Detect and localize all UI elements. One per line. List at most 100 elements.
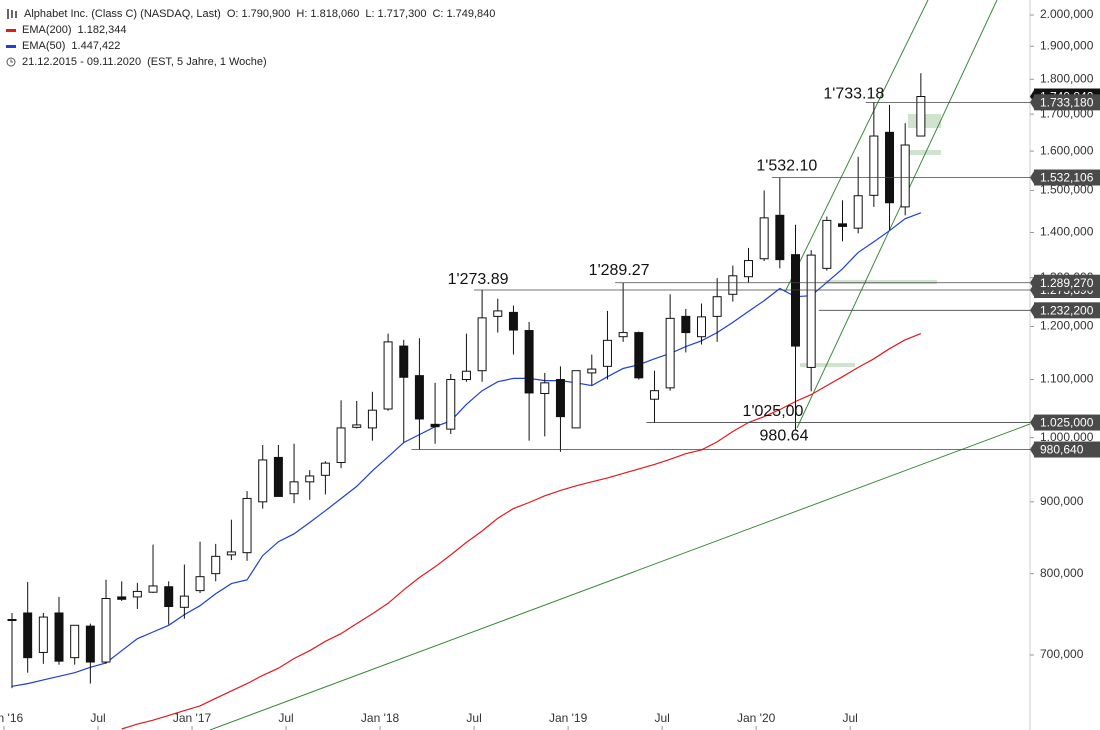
x-tick-label: Jul (278, 711, 293, 725)
zone (825, 280, 937, 284)
candle-body (148, 585, 158, 593)
level-tag-label: 1.733,180 (1040, 96, 1094, 110)
candle-body (712, 296, 722, 317)
candle-body (681, 315, 691, 334)
level-tag-box (1034, 302, 1100, 319)
candle-body (289, 481, 299, 495)
candle-body (759, 217, 769, 260)
candle-body (352, 424, 362, 428)
legend-ema200: EMA(200) 1.182,344 (6, 22, 495, 38)
candle-body (132, 590, 142, 598)
level-tag-label: 1.289,270 (1040, 276, 1094, 290)
clock-icon (6, 57, 16, 67)
candle-body (179, 595, 189, 608)
candle-icon (7, 9, 17, 19)
level-tag-arrow (1030, 94, 1035, 111)
level-tag-label: 980,640 (1040, 443, 1084, 457)
candle-body (383, 341, 393, 410)
candle-body (618, 332, 628, 338)
quote-value: 1.749,840 (446, 8, 496, 20)
level-tag-box (1034, 441, 1100, 458)
legend-swatch (6, 28, 16, 32)
legend-ema50: EMA(50) 1.447,422 (6, 38, 495, 54)
quote-values: O: 1.790,900 H: 1.818,060 L: 1.717,300 C: 1.749… (227, 6, 496, 22)
zone (908, 150, 941, 155)
candle-body (916, 96, 926, 137)
trend-line (796, 0, 998, 429)
candle-body (743, 260, 753, 278)
candle-body (728, 275, 738, 295)
candle-body (602, 339, 612, 367)
candle-body (493, 310, 503, 317)
quote-name: L: (365, 8, 375, 20)
x-tick-label: Jul (466, 711, 481, 725)
y-tick-label: 2.000,000 (1040, 7, 1094, 21)
candle-body (555, 378, 565, 418)
legend-value: 1.182,344 (77, 24, 127, 36)
y-tick-label: 1.000,000 (1040, 430, 1094, 444)
candle-body (508, 311, 518, 331)
candle-body (38, 616, 48, 653)
period-note: (EST, 5 Jahre, 1 Woche) (147, 56, 267, 68)
level-tag-box (1034, 169, 1100, 186)
candle-body (477, 317, 487, 372)
candle-body (853, 195, 863, 229)
level-tag-arrow (1030, 302, 1035, 319)
candle-body (242, 497, 252, 554)
candle-body (869, 135, 879, 196)
candle-body (587, 368, 597, 374)
candle-body (461, 370, 471, 380)
candle-body (791, 254, 800, 347)
level-tag-arrow (1030, 274, 1035, 291)
candle-body (54, 612, 64, 662)
candle-body (211, 555, 221, 575)
candle-body (195, 576, 205, 592)
level-tag-arrow (1030, 169, 1035, 186)
quote-value: 1.818,060 (310, 8, 360, 20)
candle-body (524, 330, 534, 394)
legend-label: EMA(50) (22, 40, 66, 52)
y-tick-label: 1.800,000 (1040, 71, 1094, 85)
zone (800, 363, 855, 367)
candle-body (164, 586, 174, 608)
legend-value: 1.447,422 (71, 40, 121, 52)
level-tag-box (1034, 274, 1100, 291)
quote-value: 1.790,900 (241, 8, 291, 20)
header: Alphabet Inc. (Class C) (NASDAQ, Last) O… (6, 6, 495, 70)
candle-body (23, 612, 33, 659)
level-tag-label: 1.532,106 (1040, 171, 1094, 185)
y-tick-label: 1.900,000 (1040, 38, 1094, 52)
x-tick-label: Jan '19 (549, 711, 588, 725)
period-row: 21.12.2015 - 09.11.2020 (EST, 5 Jahre, 1… (6, 54, 495, 70)
legend-label: EMA(200) (22, 24, 72, 36)
candle-body (649, 390, 659, 400)
candle-body (70, 624, 80, 659)
level-label: 1'273.89 (448, 271, 509, 288)
y-tick-label: 700,000 (1040, 647, 1084, 661)
legend-swatch (6, 44, 16, 48)
level-label: 1'733.18 (823, 86, 884, 103)
x-tick-label: Jul (90, 711, 105, 725)
instrument-title: Alphabet Inc. (Class C) (NASDAQ, Last) (24, 8, 221, 20)
x-tick-label: Jul (843, 711, 858, 725)
quote-row: Alphabet Inc. (Class C) (NASDAQ, Last) O… (6, 6, 495, 22)
level-tag-arrow (1030, 441, 1035, 458)
candle-body (885, 131, 895, 204)
level-tag-label: 1.232,200 (1040, 303, 1094, 317)
candle-body (822, 219, 832, 269)
candle-body (900, 144, 910, 208)
level-label: 980.64 (760, 428, 809, 445)
quote-item: L: 1.717,300 (365, 6, 426, 22)
period: 21.12.2015 - 09.11.2020 (22, 56, 142, 68)
quote-item: H: 1.818,060 (296, 6, 359, 22)
candle-body (320, 462, 330, 476)
level-tag-box (1034, 94, 1100, 111)
candle-body (226, 551, 236, 556)
candle-body (85, 625, 95, 663)
level-tag-box (1034, 414, 1100, 431)
y-tick-label: 1.400,000 (1040, 225, 1094, 239)
quote-name: O: (226, 8, 239, 20)
candle-body (430, 423, 440, 428)
